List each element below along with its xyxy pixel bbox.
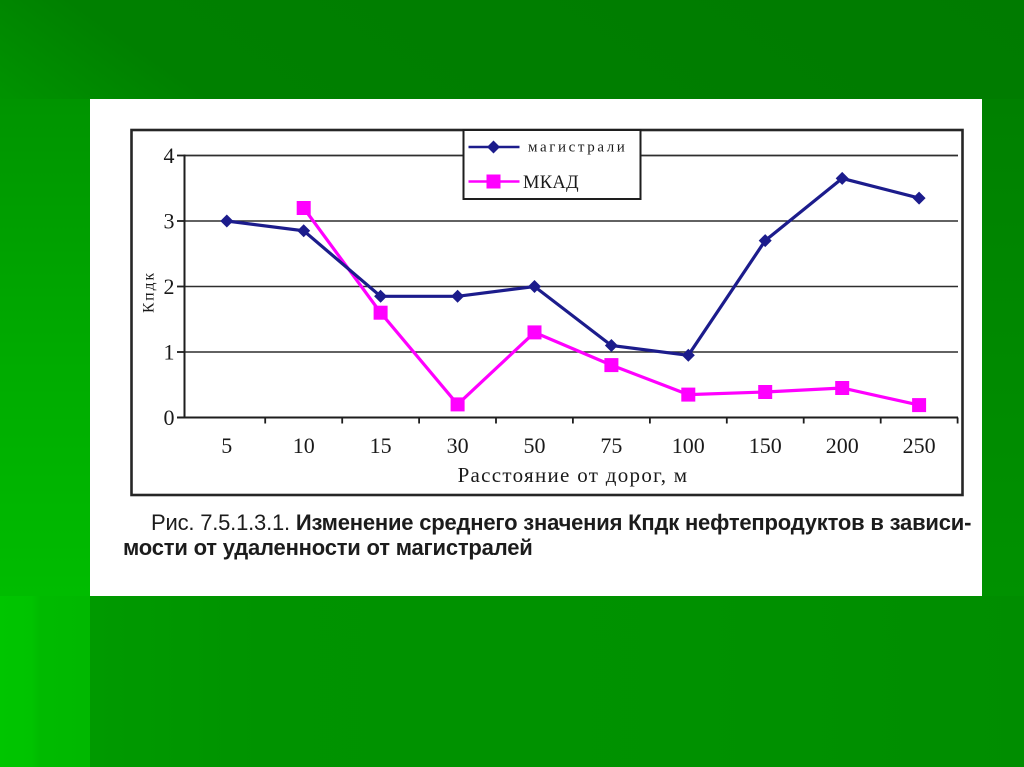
svg-text:4: 4 <box>164 143 175 168</box>
svg-text:50: 50 <box>524 433 546 458</box>
svg-text:3: 3 <box>164 209 175 234</box>
svg-text:МКАД: МКАД <box>523 173 579 193</box>
svg-text:30: 30 <box>447 433 469 458</box>
svg-text:0: 0 <box>164 405 175 430</box>
svg-text:5: 5 <box>221 433 232 458</box>
svg-text:Расстояние от дорог, м: Расстояние от дорог, м <box>458 463 689 487</box>
svg-text:10: 10 <box>293 433 315 458</box>
svg-text:1: 1 <box>164 340 175 365</box>
svg-text:75: 75 <box>600 433 622 458</box>
svg-text:магистрали: магистрали <box>528 140 627 156</box>
svg-text:100: 100 <box>672 433 705 458</box>
svg-text:Кпдк: Кпдк <box>141 271 158 313</box>
svg-text:2: 2 <box>164 274 175 299</box>
svg-text:250: 250 <box>903 433 936 458</box>
svg-text:15: 15 <box>370 433 392 458</box>
svg-text:150: 150 <box>749 433 782 458</box>
svg-text:200: 200 <box>826 433 859 458</box>
